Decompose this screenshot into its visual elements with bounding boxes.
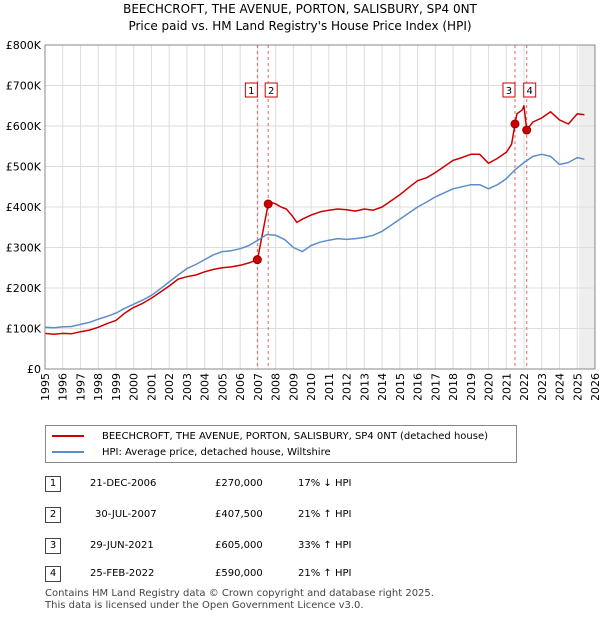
- y-tick-label: £200K: [6, 282, 42, 295]
- footer-line-2: This data is licensed under the Open Gov…: [45, 600, 364, 611]
- x-tick-label: 2026: [589, 373, 600, 400]
- transaction-label-box: [264, 82, 278, 98]
- x-tick-label: 2007: [252, 373, 265, 400]
- transaction-price: £270,000: [215, 478, 263, 489]
- y-tick-label: £600K: [6, 120, 42, 133]
- transaction-hpi-diff: 21% ↑ HPI: [298, 509, 352, 520]
- legend-item-property: BEECHCROFT, THE AVENUE, PORTON, SALISBUR…: [52, 428, 488, 444]
- transaction-price: £590,000: [215, 568, 263, 579]
- transaction-date: 30-JUL-2007: [95, 509, 157, 520]
- legend-swatch-hpi: [52, 451, 84, 453]
- transaction-price: £407,500: [215, 509, 263, 520]
- x-tick-label: 2013: [358, 373, 371, 400]
- price-chart: £0 £100K £200K £300K £400K £500K £600K £700K £80…: [6, 39, 600, 400]
- x-tick-label: 2023: [536, 373, 549, 400]
- y-tick-label: £500K: [6, 161, 42, 174]
- y-tick-label: £0: [27, 363, 41, 376]
- footer-line-1: Contains HM Land Registry data © Crown c…: [45, 588, 434, 599]
- transaction-marker-box: 4: [45, 566, 61, 582]
- transaction-hpi-diff: 33% ↑ HPI: [298, 540, 352, 551]
- x-tick-label: 2004: [199, 373, 212, 400]
- transaction-label-box: [523, 82, 537, 98]
- x-tick-label: 2017: [429, 373, 442, 400]
- x-tick-label: 2016: [412, 373, 425, 400]
- x-tick-label: 2010: [305, 373, 318, 400]
- plot-frame: [44, 44, 596, 370]
- legend-label-hpi: HPI: Average price, detached house, Wilt…: [102, 446, 331, 458]
- chart-title: BEECHCROFT, THE AVENUE, PORTON, SALISBUR…: [123, 2, 477, 16]
- x-tick-label: 1997: [74, 373, 87, 400]
- transaction-date: 25-FEB-2022: [90, 568, 155, 579]
- legend-item-hpi: HPI: Average price, detached house, Wilt…: [52, 444, 331, 460]
- transaction-label: 4: [527, 86, 533, 97]
- x-tick-label: 1999: [110, 373, 123, 400]
- x-tick-label: 2022: [518, 373, 531, 400]
- x-tick-label: 2005: [216, 373, 229, 400]
- transaction-point: [252, 255, 262, 265]
- x-tick-label: 2018: [447, 373, 460, 400]
- legend-label-property: BEECHCROFT, THE AVENUE, PORTON, SALISBUR…: [102, 430, 489, 442]
- x-tick-label: 1998: [92, 373, 105, 400]
- transaction-label-box: [502, 82, 516, 98]
- x-tick-label: 2011: [323, 373, 336, 400]
- x-tick-label: 2002: [163, 373, 176, 400]
- x-tick-label: 2025: [571, 373, 584, 400]
- legend: BEECHCROFT, THE AVENUE, PORTON, SALISBUR…: [45, 425, 517, 463]
- x-tick-label: 2008: [270, 373, 283, 400]
- chart-subtitle: Price paid vs. HM Land Registry's House …: [128, 19, 472, 33]
- transaction-label: 2: [268, 86, 274, 97]
- transaction-price: £605,000: [215, 540, 263, 551]
- x-tick-label: 2003: [181, 373, 194, 400]
- transaction-marker-box: 2: [45, 507, 61, 523]
- transaction-point: [263, 199, 273, 209]
- legend-swatch-property: [52, 435, 84, 437]
- x-tick-label: 2015: [394, 373, 407, 400]
- x-tick-label: 1995: [39, 373, 52, 400]
- transaction-date: 29-JUN-2021: [90, 540, 154, 551]
- x-tick-label: 2006: [234, 373, 247, 400]
- x-tick-label: 2001: [145, 373, 158, 400]
- transaction-label-box: [244, 82, 258, 98]
- x-tick-label: 2000: [128, 373, 141, 400]
- transaction-label: 1: [248, 86, 254, 97]
- y-tick-label: £300K: [6, 242, 42, 255]
- transaction-marker-box: 1: [45, 476, 61, 492]
- hpi-line: [44, 153, 585, 329]
- property-price-line: [44, 105, 585, 335]
- x-tick-label: 1996: [57, 373, 70, 400]
- x-tick-label: 2009: [287, 373, 300, 400]
- y-tick-label: £100K: [6, 323, 42, 336]
- transaction-point: [510, 119, 520, 129]
- x-tick-label: 2024: [554, 373, 567, 400]
- x-tick-label: 2019: [465, 373, 478, 400]
- y-tick-label: £700K: [6, 80, 42, 93]
- x-tick-label: 2021: [500, 373, 513, 400]
- x-tick-label: 2020: [483, 373, 496, 400]
- transaction-date: 21-DEC-2006: [90, 478, 157, 489]
- transaction-hpi-diff: 17% ↓ HPI: [298, 478, 352, 489]
- footer-notice: Contains HM Land Registry data © Crown c…: [45, 588, 434, 612]
- x-tick-label: 2012: [341, 373, 354, 400]
- x-tick-label: 2014: [376, 373, 389, 400]
- transaction-label: 3: [506, 86, 512, 97]
- transaction-hpi-diff: 21% ↑ HPI: [298, 568, 352, 579]
- transaction-point: [522, 125, 532, 135]
- y-tick-label: £400K: [6, 201, 42, 214]
- y-tick-label: £800K: [6, 39, 42, 52]
- transaction-marker-box: 3: [45, 538, 61, 554]
